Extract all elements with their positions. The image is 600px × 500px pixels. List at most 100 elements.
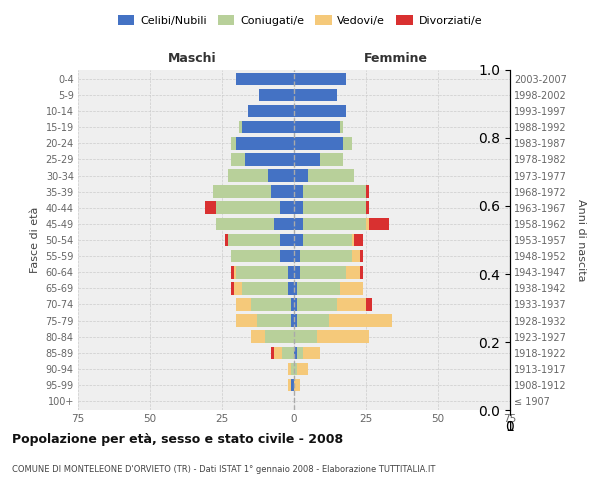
Bar — [291, 314, 294, 327]
Bar — [294, 298, 297, 310]
Bar — [259, 88, 294, 102]
Bar — [283, 346, 294, 359]
Bar — [355, 234, 363, 246]
Bar — [340, 282, 363, 294]
Bar — [308, 170, 355, 182]
Bar — [352, 250, 360, 262]
Bar — [294, 121, 340, 134]
Bar — [297, 298, 337, 310]
Bar — [346, 266, 360, 278]
Legend: Celibi/Nubili, Coniugati/e, Vedovi/e, Divorziati/e: Celibi/Nubili, Coniugati/e, Vedovi/e, Di… — [113, 10, 487, 30]
Bar — [360, 266, 363, 278]
Text: COMUNE DI MONTELEONE D'ORVIETO (TR) - Dati ISTAT 1° gennaio 2008 - Elaborazione : COMUNE DI MONTELEONE D'ORVIETO (TR) - Da… — [12, 466, 436, 474]
Bar — [216, 202, 280, 214]
Bar — [245, 153, 294, 166]
Bar — [366, 202, 369, 214]
Bar — [230, 250, 280, 262]
Bar — [297, 314, 329, 327]
Bar — [271, 346, 274, 359]
Bar — [302, 218, 366, 230]
Bar — [366, 186, 369, 198]
Bar — [288, 378, 291, 392]
Bar — [294, 234, 302, 246]
Text: Femmine: Femmine — [364, 52, 428, 65]
Bar — [280, 202, 294, 214]
Bar — [233, 282, 242, 294]
Bar — [294, 72, 346, 85]
Bar — [274, 218, 294, 230]
Bar — [366, 218, 369, 230]
Bar — [236, 298, 251, 310]
Bar — [352, 234, 355, 246]
Bar — [230, 266, 233, 278]
Bar — [294, 330, 317, 343]
Bar — [294, 362, 297, 375]
Bar — [236, 72, 294, 85]
Bar — [216, 218, 274, 230]
Bar — [302, 186, 366, 198]
Bar — [242, 282, 288, 294]
Bar — [297, 282, 340, 294]
Bar — [251, 330, 265, 343]
Bar — [337, 298, 366, 310]
Bar — [236, 314, 257, 327]
Bar — [271, 186, 294, 198]
Bar — [294, 266, 300, 278]
Bar — [265, 330, 294, 343]
Text: Popolazione per età, sesso e stato civile - 2008: Popolazione per età, sesso e stato civil… — [12, 432, 343, 446]
Y-axis label: Anni di nascita: Anni di nascita — [577, 198, 586, 281]
Bar — [297, 346, 302, 359]
Bar — [294, 137, 343, 149]
Bar — [302, 202, 366, 214]
Bar — [294, 88, 337, 102]
Bar — [297, 362, 308, 375]
Bar — [300, 250, 352, 262]
Bar — [230, 153, 245, 166]
Bar — [291, 378, 294, 392]
Bar — [317, 330, 369, 343]
Bar — [294, 346, 297, 359]
Bar — [294, 250, 300, 262]
Bar — [294, 218, 302, 230]
Text: Maschi: Maschi — [168, 52, 217, 65]
Bar — [369, 218, 389, 230]
Bar — [280, 250, 294, 262]
Bar — [329, 314, 392, 327]
Bar — [366, 298, 372, 310]
Bar — [239, 121, 242, 134]
Bar — [233, 266, 236, 278]
Bar — [230, 282, 233, 294]
Bar — [294, 170, 308, 182]
Bar — [225, 234, 228, 246]
Bar — [288, 282, 294, 294]
Bar — [236, 137, 294, 149]
Bar — [302, 234, 352, 246]
Bar — [257, 314, 291, 327]
Bar — [294, 378, 300, 392]
Bar — [251, 298, 291, 310]
Bar — [288, 362, 291, 375]
Bar — [302, 346, 320, 359]
Bar — [320, 153, 343, 166]
Bar — [294, 105, 346, 118]
Bar — [360, 250, 363, 262]
Bar — [340, 121, 343, 134]
Bar — [242, 121, 294, 134]
Bar — [230, 137, 236, 149]
Bar — [214, 186, 271, 198]
Bar — [294, 186, 302, 198]
Bar — [228, 234, 280, 246]
Bar — [291, 298, 294, 310]
Bar — [300, 266, 346, 278]
Bar — [274, 346, 283, 359]
Bar — [294, 282, 297, 294]
Bar — [280, 234, 294, 246]
Bar — [236, 266, 288, 278]
Bar — [205, 202, 216, 214]
Bar — [291, 362, 294, 375]
Bar — [294, 314, 297, 327]
Bar — [294, 153, 320, 166]
Bar — [268, 170, 294, 182]
Bar — [228, 170, 268, 182]
Bar — [248, 105, 294, 118]
